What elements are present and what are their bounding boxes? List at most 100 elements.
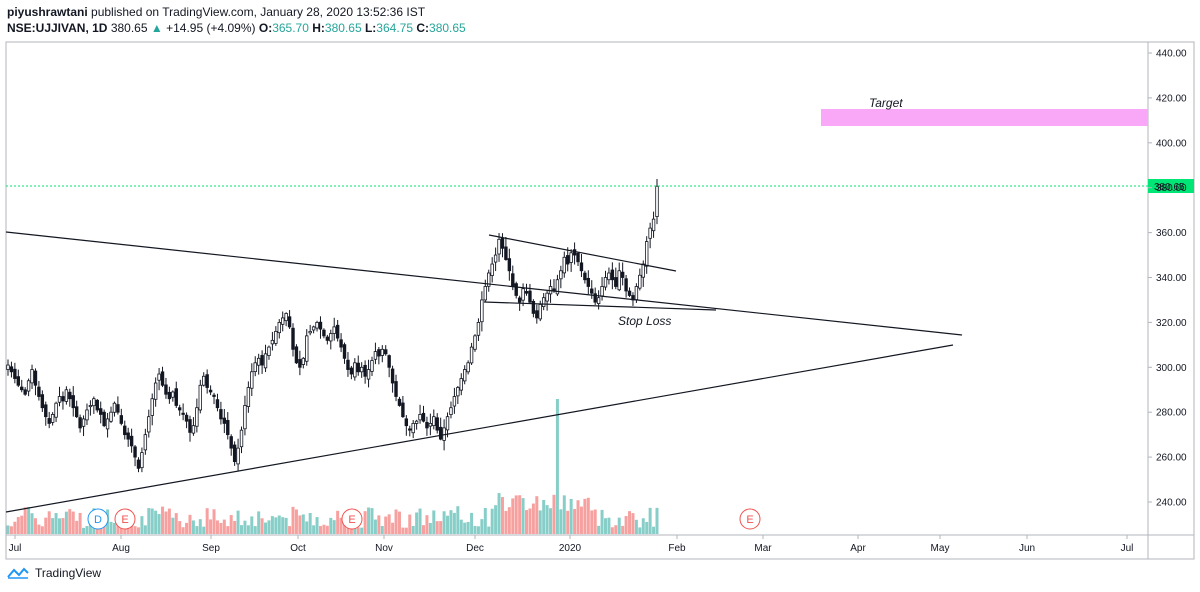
volume-bar xyxy=(288,526,292,534)
candle-body xyxy=(583,272,587,281)
footer-brand-text[interactable]: TradingView xyxy=(35,566,102,580)
volume-bar xyxy=(109,521,113,534)
candle-body xyxy=(356,362,360,373)
price-tick-label: 340.00 xyxy=(1156,273,1187,284)
candle-body xyxy=(243,405,247,430)
target-zone[interactable] xyxy=(821,109,1148,126)
candle-body xyxy=(538,304,542,320)
volume-bar xyxy=(209,519,213,534)
volume-bar xyxy=(645,521,649,534)
time-tick-label: Feb xyxy=(668,543,686,554)
volume-bar xyxy=(23,507,27,534)
candle-body xyxy=(105,418,110,430)
earnings-marker[interactable] xyxy=(739,508,761,530)
volume-bar xyxy=(281,517,285,534)
earnings-marker[interactable] xyxy=(341,508,363,530)
time-tick-label: May xyxy=(931,543,950,554)
candle-body xyxy=(332,326,336,334)
time-tick-label: Dec xyxy=(466,543,484,554)
upper-triangle-trendline[interactable] xyxy=(5,231,963,336)
price-tick-label: 380.00 xyxy=(1156,183,1187,194)
candle-body xyxy=(16,376,21,386)
volume-bar xyxy=(607,517,611,534)
candle-body xyxy=(456,387,460,397)
target-label: Target xyxy=(869,96,903,110)
candle-body xyxy=(607,272,611,281)
candle-body xyxy=(445,416,450,431)
candle-body xyxy=(298,359,302,368)
candle-body xyxy=(318,321,323,330)
publisher-name[interactable]: piyushrawtani xyxy=(7,5,88,19)
candle-body xyxy=(171,391,175,398)
candle-body xyxy=(256,357,261,366)
volume-bar xyxy=(308,513,312,534)
volume-bar xyxy=(343,518,347,534)
candle-body xyxy=(593,293,597,303)
volume-bar xyxy=(597,525,601,534)
candle-body xyxy=(590,288,594,294)
candle-body xyxy=(524,291,529,294)
volume-bar xyxy=(511,498,515,534)
candle-body xyxy=(579,262,584,272)
volume-bar xyxy=(44,517,48,534)
volume-bar xyxy=(638,527,642,534)
volume-bar xyxy=(360,527,364,534)
volume-bar xyxy=(157,514,161,534)
candle-body xyxy=(466,362,470,373)
candle-body xyxy=(359,366,364,373)
volume-bar xyxy=(20,515,24,534)
volume-bar xyxy=(614,525,618,534)
low-label: L: xyxy=(364,21,377,35)
volume-bar xyxy=(442,511,446,534)
volume-bar xyxy=(518,495,522,534)
candle-body xyxy=(33,370,38,386)
volume-bar xyxy=(397,511,401,534)
candle-body xyxy=(459,378,463,391)
volume-bar xyxy=(236,510,240,534)
volume-bar xyxy=(178,521,182,534)
candle-body xyxy=(40,394,45,409)
candle-body xyxy=(260,355,264,366)
dividend-marker-text: D xyxy=(94,514,102,526)
candle-body xyxy=(500,237,505,249)
candle-body xyxy=(277,321,281,334)
volume-bar xyxy=(566,510,570,534)
volume-bar xyxy=(301,514,305,534)
volume-bar xyxy=(545,505,549,534)
candle-body xyxy=(267,346,271,356)
candle-body xyxy=(160,371,165,386)
volume-bar xyxy=(459,519,463,534)
publish-text: published on TradingView.com, January 28… xyxy=(91,5,426,19)
candle-body xyxy=(92,398,96,407)
candle-body xyxy=(177,407,182,411)
candle-body xyxy=(435,417,439,431)
volume-bar xyxy=(435,521,439,534)
candle-body xyxy=(198,384,202,411)
volume-bar xyxy=(573,508,577,534)
candle-body xyxy=(603,277,608,288)
candle-body xyxy=(490,263,494,276)
volume-bar xyxy=(452,512,456,534)
candle-body xyxy=(555,279,560,295)
flag-upper-line[interactable] xyxy=(488,234,677,272)
volume-bar xyxy=(428,522,432,534)
candle-body xyxy=(109,411,113,422)
candle-body xyxy=(291,327,295,350)
open-label: O: xyxy=(258,21,273,35)
candle-body xyxy=(528,290,532,303)
volume-bar xyxy=(250,516,254,534)
candle-body xyxy=(281,317,285,325)
volume-bars xyxy=(6,399,659,534)
lower-triangle-trendline[interactable] xyxy=(5,344,954,513)
candle-body xyxy=(480,299,484,323)
candle-body xyxy=(463,369,467,382)
volume-bar xyxy=(6,525,10,534)
volume-bar xyxy=(54,513,58,534)
volume-bar xyxy=(476,526,480,534)
time-tick-label: Apr xyxy=(850,543,866,554)
flag-lower-line[interactable] xyxy=(483,301,717,311)
earnings-marker[interactable] xyxy=(114,508,136,530)
candle-body xyxy=(26,380,31,392)
dividend-marker[interactable] xyxy=(87,508,109,530)
